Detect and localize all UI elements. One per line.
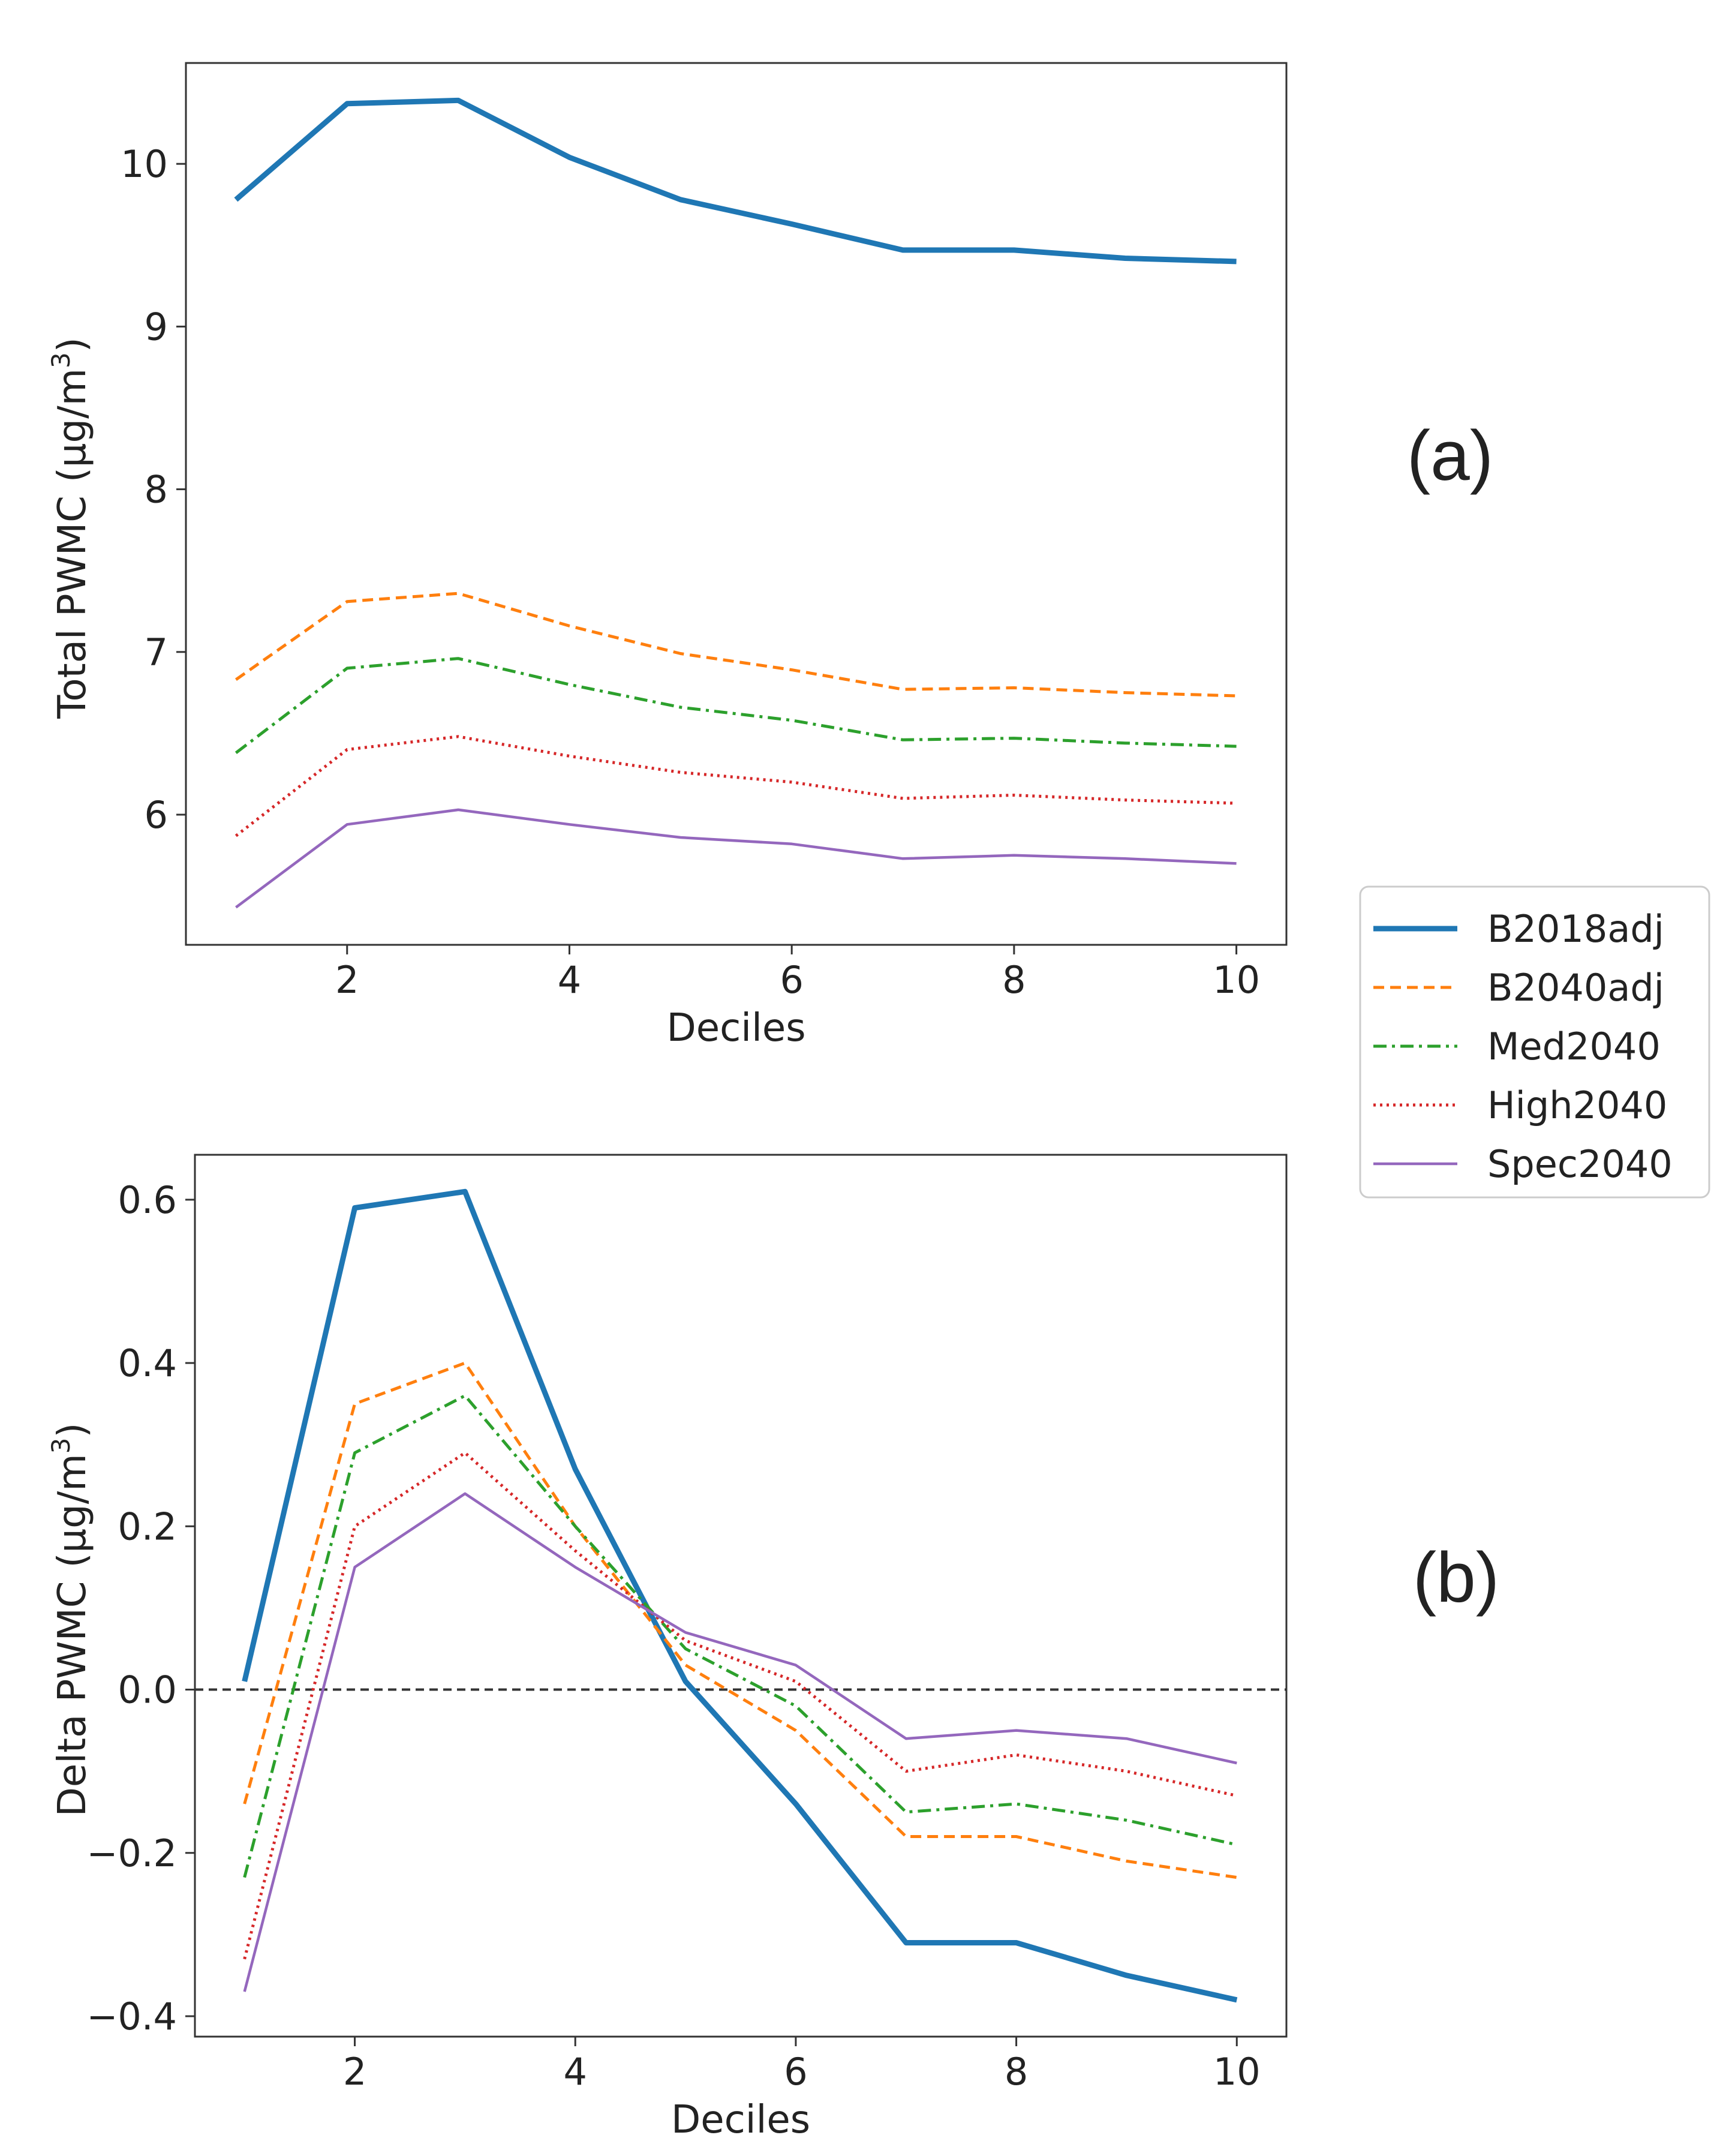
- panel-a-y-tick-label: 9: [145, 305, 168, 349]
- legend-label-high2040: High2040: [1487, 1083, 1667, 1127]
- panel-b-y-tick-label: 0.2: [118, 1505, 177, 1548]
- panel-a-series-med2040: [234, 657, 1237, 754]
- panel-b-x-tick-label: 8: [1005, 2050, 1028, 2094]
- panel-b-y-tick-label: 0.4: [118, 1341, 177, 1385]
- panel-b-y-axis-label-sup: 3: [46, 1438, 76, 1454]
- panel-b-x-tick-label: 4: [564, 2050, 587, 2094]
- panel-a-y-tick-label: 7: [145, 630, 168, 674]
- panel-a-y-tick-label: 10: [121, 142, 168, 186]
- panel-a-ticks: 2 4 6 8 10 6 7 8 9 10: [121, 142, 1260, 1002]
- panel-b-y-tick-label: 0.6: [118, 1178, 177, 1222]
- panel-a-y-tick-label: 8: [145, 468, 168, 512]
- legend-label-b2018adj: B2018adj: [1487, 907, 1664, 951]
- panel-a-y-tick-label: 6: [145, 793, 168, 837]
- panel-b-y-axis-label-main: Delta PWMC: [50, 1581, 95, 1817]
- panel-a-x-tick-label: 2: [335, 958, 359, 1002]
- panel-a-x-tick-label: 6: [780, 958, 803, 1002]
- legend-box: [1359, 885, 1710, 1199]
- panel-b-x-axis-label: Deciles: [671, 2098, 810, 2142]
- panel-b-x-tick-label: 2: [343, 2050, 366, 2094]
- panel-a-y-axis-label-main: Total PWMC: [50, 496, 95, 719]
- legend-label-b2040adj: B2040adj: [1487, 966, 1664, 1010]
- panel-a-tag: (a): [1407, 416, 1493, 496]
- panel-a-series-spec2040: [235, 808, 1237, 909]
- panel-a-x-tick-label: 4: [558, 958, 581, 1002]
- panel-b-y-tick-label: −0.2: [86, 1831, 177, 1875]
- panel-b-x-tick-label: 10: [1213, 2050, 1261, 2094]
- panel-b-frame: [194, 1154, 1288, 2038]
- panel-b-series-b2040adj: [243, 1361, 1237, 1879]
- legend-label-spec2040: Spec2040: [1487, 1142, 1673, 1186]
- panel-a-y-axis-label-sup: 3: [46, 352, 76, 368]
- panel-b-tag: (b): [1413, 1538, 1499, 1617]
- panel-b-x-tick-label: 6: [784, 2050, 807, 2094]
- panel-b-ticks: 2 4 6 8 10 −0.4 −0.2 0.0 0.2 0.4 0.6: [86, 1178, 1260, 2094]
- panel-b-y-axis-label-unit: (μg/m: [50, 1454, 95, 1568]
- panel-b-y-tick-label: 0.0: [118, 1668, 177, 1712]
- panel-a: 2 4 6 8 10 6 7 8 9 10 Deciles Total PWMC (μg/m3) (…: [46, 62, 1493, 1050]
- panel-a-x-tick-label: 10: [1213, 958, 1260, 1002]
- panel-a-series-b2018adj: [234, 97, 1237, 265]
- legend-label-med2040: Med2040: [1487, 1025, 1661, 1068]
- panel-a-y-axis-label: Total PWMC (μg/m3): [46, 337, 95, 719]
- panel-b-y-tick-label: −0.4: [86, 1995, 177, 2038]
- panel-a-y-axis-label-close: ): [50, 337, 95, 352]
- panel-b: 2 4 6 8 10 −0.4 −0.2 0.0 0.2 0.4 0.6 Deciles Delta…: [46, 1154, 1499, 2142]
- panel-a-y-axis-label-unit: (μg/m: [50, 368, 95, 482]
- panel-b-series-b2018adj: [242, 1188, 1238, 2003]
- panel-b-series-spec2040: [243, 1492, 1237, 1992]
- panel-a-frame: [185, 62, 1288, 946]
- panel-a-x-axis-label: Deciles: [666, 1006, 805, 1050]
- panel-b-y-axis-label-close: ): [50, 1423, 95, 1438]
- panel-b-y-axis-label: Delta PWMC (μg/m3): [46, 1423, 95, 1817]
- legend-entries: B2018adj B2040adj Med2040 High2040 Spec2040: [1373, 907, 1673, 1186]
- legend: B2018adj B2040adj Med2040 High2040 Spec2040: [1359, 885, 1710, 1199]
- panel-b-series-med2040: [243, 1394, 1237, 1878]
- panel-b-series: [242, 1188, 1238, 2003]
- panel-a-series: [234, 97, 1237, 909]
- panel-a-series-b2040adj: [234, 591, 1237, 698]
- panel-a-x-tick-label: 8: [1002, 958, 1026, 1002]
